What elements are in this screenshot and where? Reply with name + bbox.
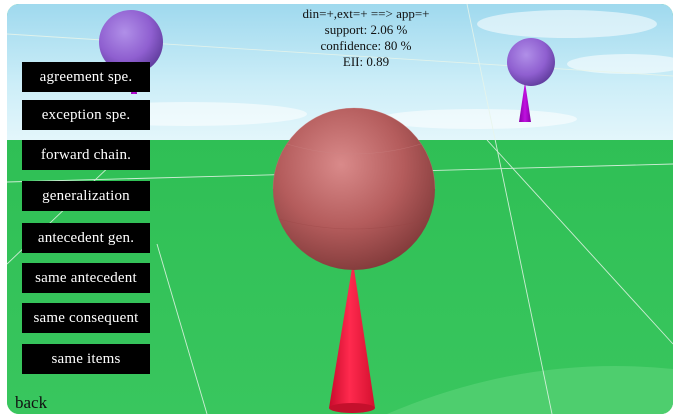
antecedent-generalization-button[interactable]: antecedent gen.: [22, 223, 150, 253]
back-link[interactable]: back: [15, 393, 48, 412]
forward-chaining-button[interactable]: forward chain.: [22, 140, 150, 170]
related-rule-sphere-right[interactable]: [507, 38, 555, 122]
same-antecedent-button[interactable]: same antecedent: [22, 263, 150, 293]
rule-expression: din=+,ext=+ ==> app=+: [302, 6, 430, 21]
exception-specialization-button[interactable]: exception spe.: [22, 100, 150, 130]
rule-info-panel: din=+,ext=+ ==> app=+ support: 2.06 % co…: [251, 6, 481, 70]
same-items-button[interactable]: same items: [22, 344, 150, 374]
same-consequent-button[interactable]: same consequent: [22, 303, 150, 333]
main-rule-cone[interactable]: [329, 262, 375, 413]
viewport-3d[interactable]: din=+,ext=+ ==> app=+ support: 2.06 % co…: [7, 4, 673, 414]
agreement-specialization-button[interactable]: agreement spe.: [22, 62, 150, 92]
rule-support: support: 2.06 %: [324, 22, 408, 37]
generalization-button[interactable]: generalization: [22, 181, 150, 211]
rule-confidence: confidence: 80 %: [320, 38, 412, 53]
rule-eii: EII: 0.89: [342, 54, 390, 69]
main-rule-sphere[interactable]: [272, 107, 436, 270]
ground-highlight: [387, 366, 673, 414]
